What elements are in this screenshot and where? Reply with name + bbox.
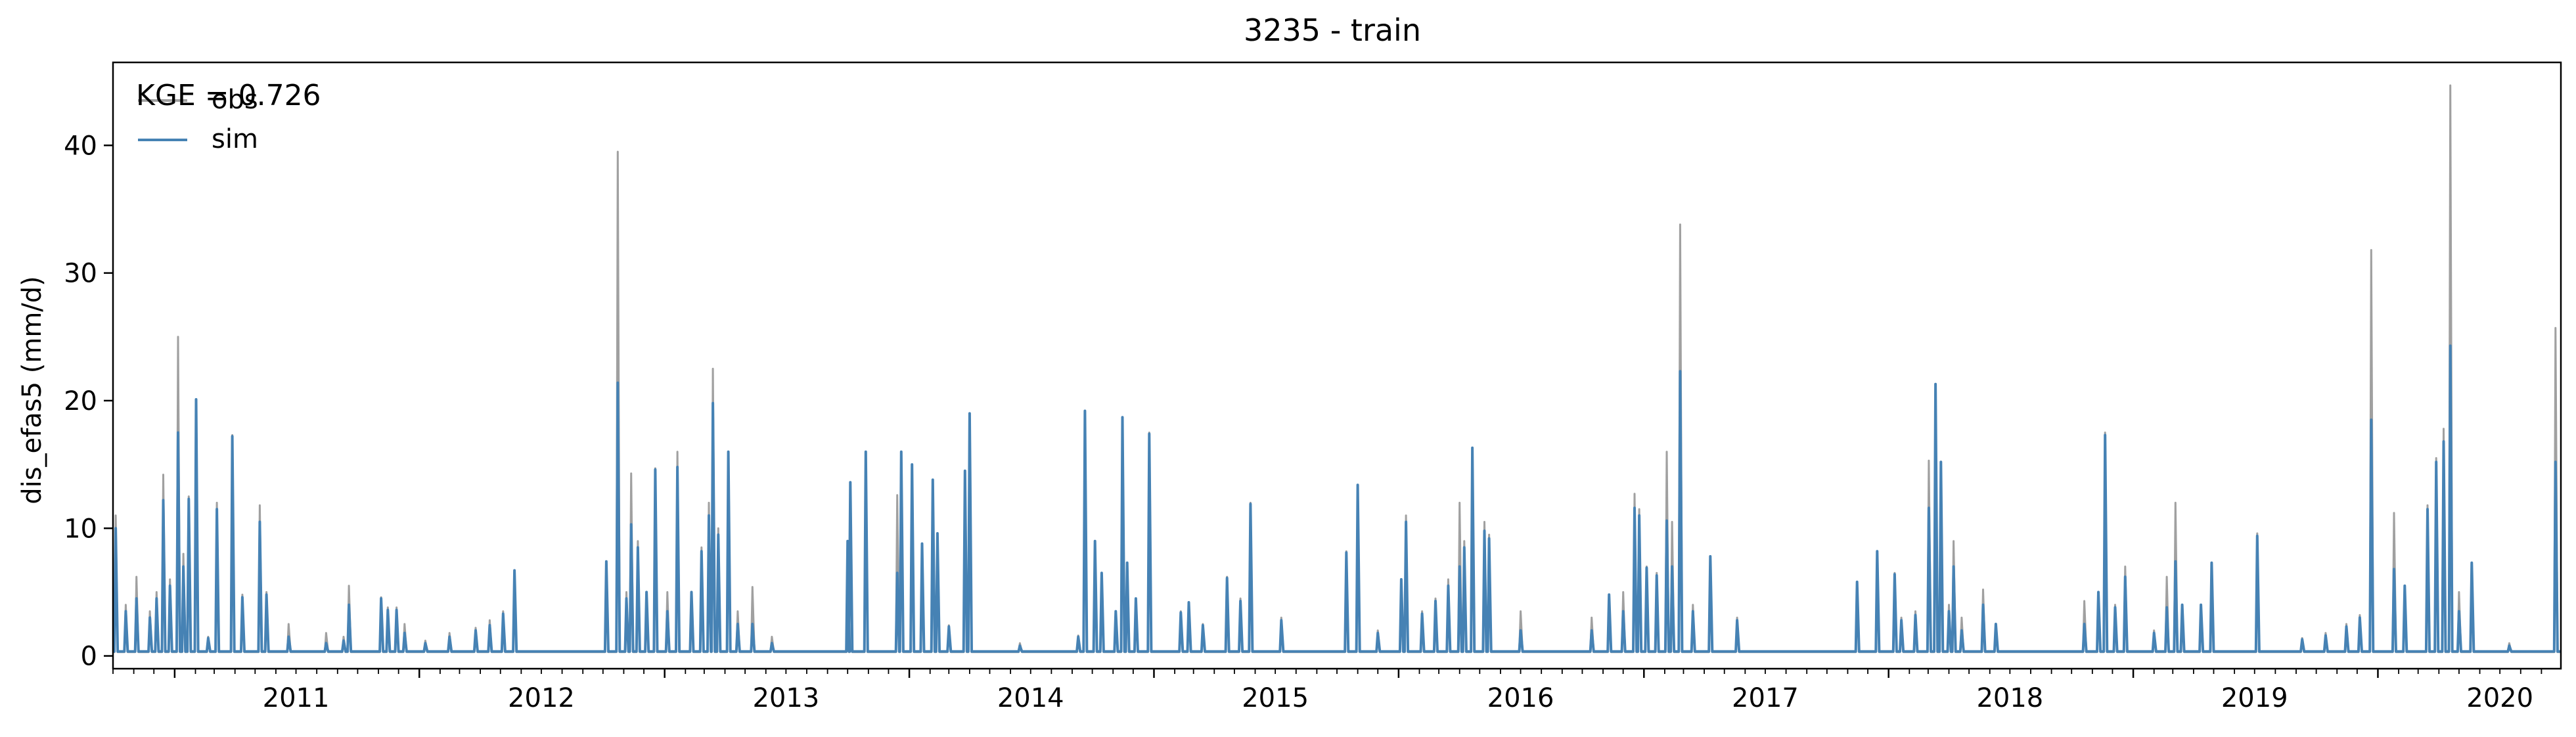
x-tick-label: 2013 [752, 683, 819, 713]
kge-annotation: KGE = 0.726 [136, 79, 321, 112]
x-tick-label: 2019 [2221, 683, 2288, 713]
x-tick-label: 2016 [1487, 683, 1554, 713]
y-tick-label: 30 [64, 259, 97, 289]
legend-label-sim: sim [212, 124, 258, 154]
legend-label-obs: obs [212, 85, 258, 115]
x-tick-label: 2015 [1242, 683, 1309, 713]
chart-title: 3235 - train [1244, 12, 1421, 48]
y-axis-label: dis_efas5 (mm/d) [17, 276, 47, 504]
x-tick-label: 2018 [1976, 683, 2043, 713]
x-tick-label: 2017 [1732, 683, 1799, 713]
x-tick-label: 2012 [508, 683, 575, 713]
y-tick-label: 40 [64, 131, 97, 161]
plot-area [113, 84, 2561, 654]
legend: obs sim [138, 85, 258, 154]
y-tick-label: 0 [81, 642, 97, 672]
x-tick-label: 2011 [263, 683, 330, 713]
y-axis-ticks: 0 10 20 30 40 [64, 131, 113, 672]
y-tick-label: 10 [64, 514, 97, 544]
x-axis-ticks: 2011 2012 2013 2014 2015 2016 2017 2018 2019 2020 [112, 669, 2542, 713]
x-tick-label: 2014 [997, 683, 1064, 713]
plot-frame [112, 61, 2562, 670]
x-tick-label: 2020 [2466, 683, 2533, 713]
series-line-sim [113, 344, 2561, 653]
y-tick-label: 20 [64, 386, 97, 416]
